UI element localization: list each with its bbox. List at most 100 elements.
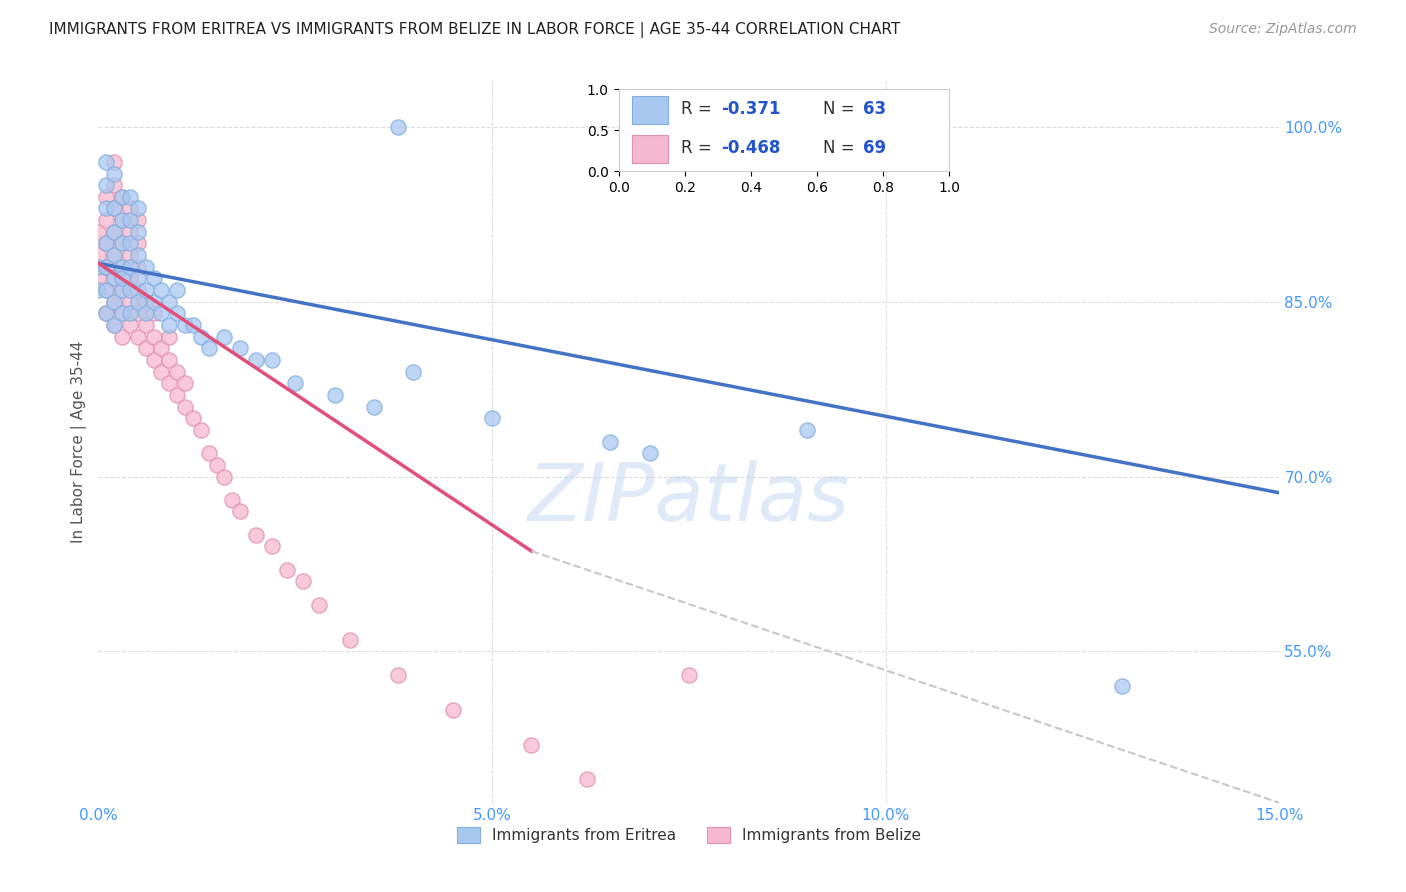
Point bbox=[96, 236, 118, 251]
Point bbox=[103, 248, 125, 262]
Point bbox=[103, 271, 125, 285]
Point bbox=[150, 365, 173, 379]
Point bbox=[142, 329, 165, 343]
Point bbox=[118, 294, 141, 309]
Point bbox=[174, 376, 197, 391]
Point bbox=[520, 738, 543, 752]
Point bbox=[166, 365, 188, 379]
Point bbox=[127, 283, 149, 297]
Point bbox=[96, 202, 118, 216]
Point bbox=[157, 376, 180, 391]
Point bbox=[96, 306, 118, 320]
Point bbox=[174, 400, 197, 414]
Point bbox=[111, 213, 134, 227]
Point bbox=[118, 213, 141, 227]
Text: N =: N = bbox=[824, 139, 860, 157]
Point bbox=[796, 423, 818, 437]
Point bbox=[135, 283, 157, 297]
Point bbox=[441, 702, 464, 716]
Point bbox=[245, 528, 267, 542]
Point bbox=[142, 353, 165, 368]
Bar bbox=[631, 136, 668, 163]
Point bbox=[87, 271, 110, 285]
Point bbox=[166, 388, 188, 402]
Point bbox=[157, 318, 180, 332]
Point bbox=[166, 283, 188, 297]
Point bbox=[127, 329, 149, 343]
Text: R =: R = bbox=[682, 139, 717, 157]
Point bbox=[276, 563, 298, 577]
Point bbox=[157, 329, 180, 343]
Point bbox=[229, 504, 252, 518]
Point bbox=[142, 306, 165, 320]
Point bbox=[87, 260, 110, 274]
Point bbox=[111, 260, 134, 274]
Point bbox=[118, 225, 141, 239]
Point bbox=[103, 294, 125, 309]
Point bbox=[284, 376, 307, 391]
Point bbox=[111, 236, 134, 251]
Point bbox=[103, 178, 125, 193]
Point bbox=[292, 574, 315, 589]
Text: IMMIGRANTS FROM ERITREA VS IMMIGRANTS FROM BELIZE IN LABOR FORCE | AGE 35-44 COR: IMMIGRANTS FROM ERITREA VS IMMIGRANTS FR… bbox=[49, 22, 900, 38]
Point bbox=[150, 283, 173, 297]
Point bbox=[111, 271, 134, 285]
Point bbox=[96, 178, 118, 193]
Point bbox=[96, 154, 118, 169]
Point bbox=[214, 329, 236, 343]
Point bbox=[103, 318, 125, 332]
Point bbox=[111, 213, 134, 227]
Point bbox=[118, 318, 141, 332]
Point bbox=[103, 225, 125, 239]
Point bbox=[135, 294, 157, 309]
Point bbox=[103, 154, 125, 169]
Point bbox=[111, 190, 134, 204]
Point bbox=[245, 353, 267, 368]
Point bbox=[197, 341, 219, 355]
Text: N =: N = bbox=[824, 100, 860, 118]
Point bbox=[103, 167, 125, 181]
Point bbox=[197, 446, 219, 460]
Point bbox=[103, 225, 125, 239]
Point bbox=[87, 248, 110, 262]
Point bbox=[111, 283, 134, 297]
Point bbox=[190, 423, 212, 437]
Point bbox=[118, 271, 141, 285]
Point bbox=[127, 306, 149, 320]
Point bbox=[127, 271, 149, 285]
Point bbox=[1111, 679, 1133, 693]
Point bbox=[96, 260, 118, 274]
Text: ZIPatlas: ZIPatlas bbox=[527, 460, 851, 539]
Point bbox=[118, 248, 141, 262]
Point bbox=[363, 400, 385, 414]
Point bbox=[323, 388, 346, 402]
Point bbox=[221, 492, 243, 507]
Point bbox=[96, 306, 118, 320]
Point bbox=[157, 353, 180, 368]
Point bbox=[127, 248, 149, 262]
Point bbox=[308, 598, 330, 612]
Point bbox=[103, 202, 125, 216]
Point bbox=[96, 213, 118, 227]
Point bbox=[87, 225, 110, 239]
Point bbox=[111, 260, 134, 274]
Point bbox=[481, 411, 503, 425]
Point bbox=[127, 260, 149, 274]
Point bbox=[387, 120, 409, 134]
Point bbox=[118, 236, 141, 251]
Legend: Immigrants from Eritrea, Immigrants from Belize: Immigrants from Eritrea, Immigrants from… bbox=[451, 822, 927, 849]
Point bbox=[127, 225, 149, 239]
Point bbox=[181, 411, 204, 425]
Point bbox=[135, 306, 157, 320]
Point bbox=[229, 341, 252, 355]
Point bbox=[157, 294, 180, 309]
Point bbox=[575, 772, 598, 787]
Point bbox=[96, 283, 118, 297]
Point bbox=[118, 260, 141, 274]
Point bbox=[150, 341, 173, 355]
Point bbox=[127, 236, 149, 251]
Point bbox=[678, 667, 700, 681]
Point bbox=[111, 190, 134, 204]
Point bbox=[103, 294, 125, 309]
Point bbox=[142, 294, 165, 309]
